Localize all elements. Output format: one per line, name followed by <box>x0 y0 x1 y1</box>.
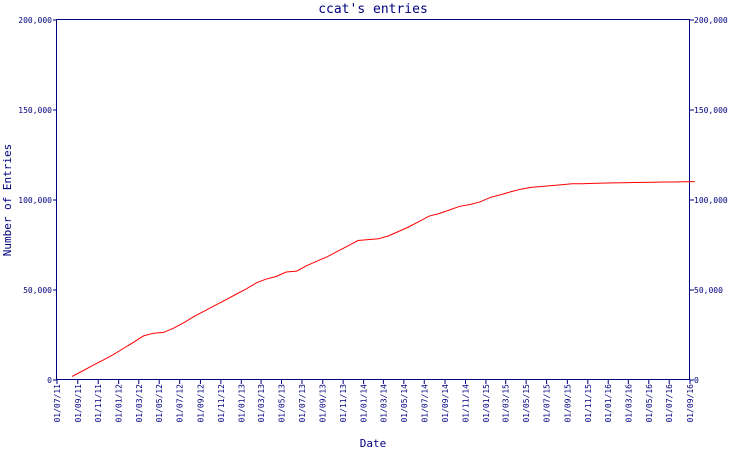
x-tick-label: 01/11/11 <box>94 384 103 423</box>
axis-ticks: 0 0 50,000 50,000 100,000 100,000 150,000 150,0… <box>18 16 728 423</box>
x-tick-label: 01/09/15 <box>563 384 572 423</box>
x-tick-label: 01/11/14 <box>461 384 470 423</box>
x-tick-label: 01/09/16 <box>686 384 695 423</box>
chart-title: ccat's entries <box>318 2 428 17</box>
x-tick-label: 01/05/14 <box>400 384 409 423</box>
series-group <box>71 181 695 377</box>
x-tick-label: 01/11/13 <box>339 384 348 423</box>
x-tick-label: 01/07/13 <box>298 384 307 423</box>
x-tick-label: 01/09/14 <box>441 384 450 423</box>
x-tick-label: 01/09/12 <box>196 384 205 423</box>
x-tick-label: 01/01/16 <box>604 384 613 423</box>
y-tick-label-left: 200,000 <box>18 16 52 25</box>
y-tick-label-right: 100,000 <box>694 196 728 205</box>
y-tick-label-left: 0 <box>47 376 52 385</box>
x-tick-label: 01/03/13 <box>257 384 266 423</box>
y-tick-label-left: 150,000 <box>18 106 52 115</box>
x-tick-label: 01/07/11 <box>53 384 62 423</box>
series-line <box>71 181 695 377</box>
x-axis-label: Date <box>360 437 387 450</box>
x-tick-label: 01/03/12 <box>135 384 144 423</box>
x-tick-label: 01/07/15 <box>543 384 552 423</box>
x-tick-label: 01/05/12 <box>155 384 164 423</box>
y-tick-label-right: 0 <box>694 376 699 385</box>
x-tick-label: 01/01/14 <box>360 384 369 423</box>
x-tick-label: 01/09/11 <box>74 384 83 423</box>
x-tick-label: 01/03/16 <box>624 384 633 423</box>
x-tick-label: 01/05/16 <box>645 384 654 423</box>
x-tick-label: 01/01/12 <box>115 384 124 423</box>
x-tick-label: 01/07/14 <box>420 384 429 423</box>
y-tick-label-right: 50,000 <box>694 286 723 295</box>
y-tick-label-right: 150,000 <box>694 106 728 115</box>
y-axis-label: Number of Entries <box>1 144 14 257</box>
x-tick-label: 01/11/15 <box>584 384 593 423</box>
x-tick-label: 01/07/16 <box>665 384 674 423</box>
plot-frame <box>56 19 690 380</box>
y-tick-label-left: 100,000 <box>18 196 52 205</box>
x-tick-label: 01/09/13 <box>319 384 328 423</box>
x-tick-label: 01/03/15 <box>502 384 511 423</box>
y-tick-label-left: 50,000 <box>23 286 52 295</box>
x-tick-label: 01/05/15 <box>522 384 531 423</box>
x-tick-label: 01/01/13 <box>237 384 246 423</box>
x-tick-label: 01/03/14 <box>379 384 388 423</box>
x-tick-label: 01/01/15 <box>482 384 491 423</box>
x-tick-label: 01/11/12 <box>217 384 226 423</box>
x-tick-label: 01/07/12 <box>176 384 185 423</box>
y-tick-label-right: 200,000 <box>694 16 728 25</box>
x-tick-label: 01/05/13 <box>278 384 287 423</box>
